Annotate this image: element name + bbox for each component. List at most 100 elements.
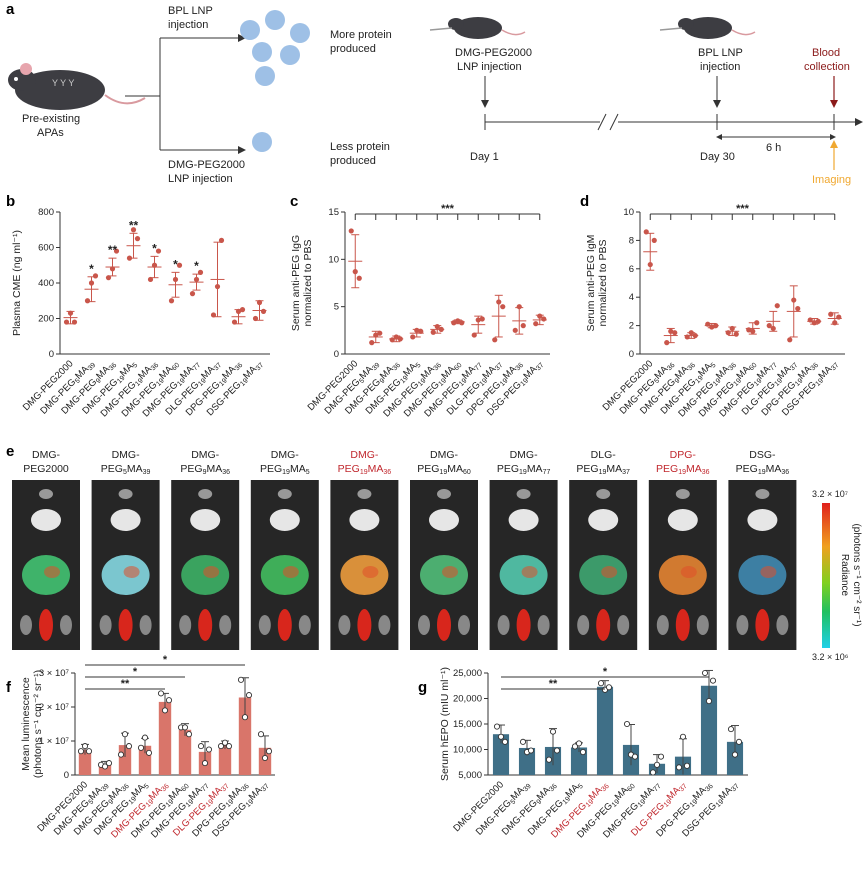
imaging-sample: DMG- PEG9MA36 bbox=[171, 449, 240, 650]
imaging-sample: DMG- PEG5MA39 bbox=[91, 449, 160, 650]
data-point bbox=[165, 697, 173, 704]
sample-label: DMG- bbox=[430, 449, 458, 461]
y-tick-label: 200 bbox=[38, 314, 54, 325]
imaging-sample: DPG- PEG19MA36 bbox=[648, 449, 717, 650]
data-point bbox=[579, 749, 587, 756]
liver-hotspot bbox=[521, 566, 538, 578]
sample-label: PEG19MA36 bbox=[656, 463, 710, 476]
y-axis-label: Mean luminescence bbox=[20, 677, 32, 771]
organ-heart bbox=[39, 489, 53, 499]
y-tick-label: 6 bbox=[629, 264, 634, 275]
organ-heart bbox=[277, 489, 292, 499]
hours-label: 6 h bbox=[766, 142, 781, 154]
organ-kidney bbox=[617, 615, 630, 635]
sample-label: PEG5MA39 bbox=[101, 463, 151, 476]
data-point bbox=[176, 262, 183, 268]
data-point bbox=[81, 743, 89, 750]
data-point bbox=[519, 738, 527, 745]
y-tick-label: 1 × 10⁷ bbox=[39, 736, 70, 747]
data-point bbox=[356, 275, 362, 281]
data-point bbox=[631, 753, 639, 760]
data-point bbox=[256, 299, 263, 306]
sample-label: PEG19MA5 bbox=[260, 463, 310, 476]
liver-hotspot bbox=[123, 566, 140, 578]
panel-label-b: b bbox=[6, 193, 15, 210]
data-point bbox=[664, 340, 670, 346]
data-point bbox=[692, 332, 698, 339]
data-point bbox=[217, 743, 225, 750]
data-point bbox=[197, 269, 204, 275]
day30-label: Day 30 bbox=[700, 151, 735, 163]
organ-spleen bbox=[755, 609, 770, 641]
imaging-sample: DLG- PEG19MA37 bbox=[569, 449, 638, 650]
bar bbox=[596, 686, 614, 775]
dmg-injection-label-2: LNP injection bbox=[168, 173, 233, 185]
organ-kidney bbox=[577, 615, 590, 635]
y-tick-label: 800 bbox=[38, 207, 54, 218]
significance-label: *** bbox=[441, 203, 455, 215]
chart-c: 0 5 10 15 Serum anti-PEG IgG normalized to PB… bbox=[290, 203, 550, 420]
chart-f: 0 1 × 10⁷ 2 × 10⁷ 3 × 10⁷ Mean luminescence(… bbox=[20, 654, 275, 841]
organ-spleen bbox=[357, 609, 372, 641]
data-point bbox=[141, 734, 149, 741]
data-point bbox=[493, 723, 501, 730]
liver-hotspot bbox=[760, 566, 777, 578]
imaging-sample: DMG- PEG19MA36 bbox=[330, 449, 399, 650]
data-point bbox=[418, 328, 424, 334]
y-tick-label: 10 bbox=[623, 207, 634, 218]
significance-label: ** bbox=[129, 218, 139, 232]
data-point bbox=[651, 237, 657, 243]
organ-kidney bbox=[656, 615, 669, 635]
significance-label: * bbox=[173, 257, 178, 271]
data-point bbox=[235, 308, 242, 314]
organ-kidney bbox=[537, 615, 550, 635]
imaging-label: Imaging bbox=[812, 174, 851, 186]
organ-kidney bbox=[60, 615, 72, 635]
data-point bbox=[101, 763, 109, 770]
data-point bbox=[92, 273, 99, 279]
data-point bbox=[265, 748, 273, 755]
organ-heart bbox=[675, 489, 690, 499]
data-point bbox=[605, 684, 613, 691]
data-point bbox=[496, 299, 502, 305]
data-point bbox=[675, 764, 683, 771]
sample-label: DMG- bbox=[191, 449, 219, 461]
data-point bbox=[731, 751, 739, 758]
data-point bbox=[597, 680, 605, 687]
data-point bbox=[189, 291, 196, 297]
timeline-bpl-1: BPL LNP bbox=[698, 47, 743, 59]
data-point bbox=[575, 740, 583, 747]
less-protein-1: Less protein bbox=[330, 141, 390, 153]
sample-label: PEG19MA36 bbox=[338, 463, 392, 476]
y-tick-label: 2 × 10⁷ bbox=[39, 702, 70, 713]
timeline-dmg-1: DMG-PEG2000 bbox=[455, 47, 532, 59]
data-point bbox=[197, 743, 205, 750]
significance-label: ** bbox=[121, 678, 130, 690]
data-point bbox=[105, 760, 113, 767]
data-point bbox=[516, 304, 522, 310]
data-point bbox=[533, 321, 539, 327]
bar bbox=[700, 685, 718, 775]
organ-kidney bbox=[696, 615, 709, 635]
organ-kidney bbox=[497, 615, 510, 635]
data-point bbox=[88, 280, 95, 286]
bar bbox=[258, 747, 272, 775]
bar bbox=[78, 749, 92, 775]
imaging-sample: DMG- PEG19MA5 bbox=[250, 449, 319, 650]
y-tick-label: 3 × 10⁷ bbox=[39, 668, 70, 679]
data-point bbox=[231, 319, 238, 325]
significance-label: * bbox=[89, 262, 94, 276]
data-point bbox=[501, 738, 509, 745]
blood-label-2: collection bbox=[804, 61, 850, 73]
data-point bbox=[492, 337, 498, 343]
organ-spleen bbox=[596, 609, 611, 641]
y-tick-label: 25,000 bbox=[453, 668, 482, 679]
sample-label: DSG- bbox=[749, 449, 776, 461]
sample-label: DMG- bbox=[350, 449, 378, 461]
data-point bbox=[134, 236, 141, 242]
data-point bbox=[67, 310, 74, 316]
panel-label-d: d bbox=[580, 193, 589, 210]
data-point bbox=[377, 330, 383, 336]
